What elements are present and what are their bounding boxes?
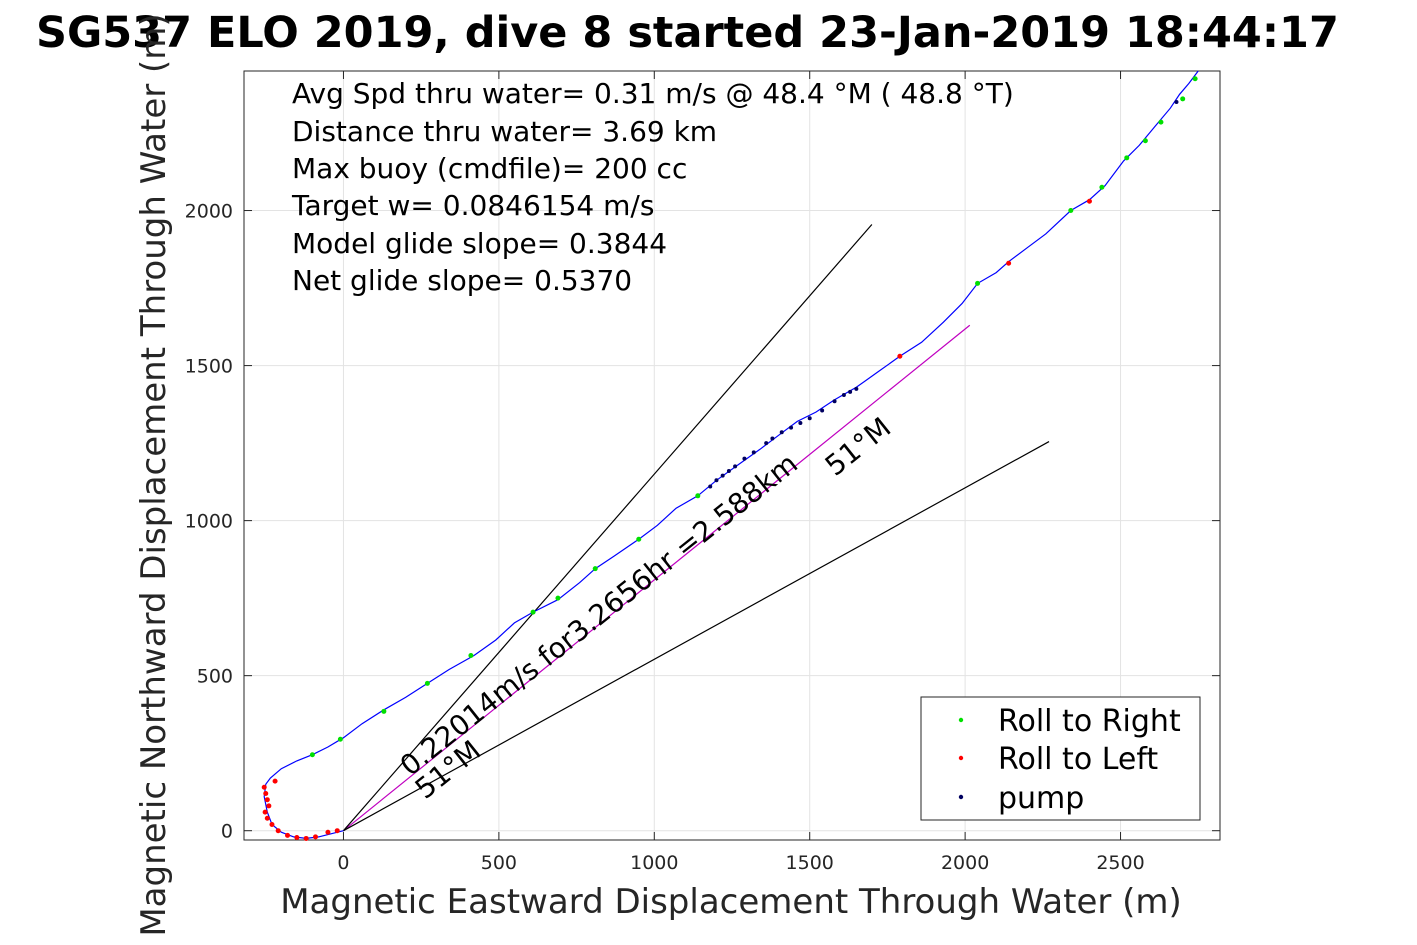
marker-left: [312, 834, 318, 840]
marker-left: [294, 835, 300, 841]
marker-right: [1099, 184, 1105, 190]
marker-right: [337, 736, 343, 742]
marker-pump: [764, 441, 769, 446]
y-axis-label: Magnetic Northward Displacement Through …: [134, 13, 174, 936]
plot-frame: [243, 70, 1221, 841]
marker-pump: [720, 473, 725, 478]
reference-lines: [343, 224, 1050, 832]
marker-pump: [841, 393, 846, 398]
marker-right: [1180, 96, 1186, 102]
marker-left: [275, 828, 281, 834]
legend-marker-right: [958, 717, 964, 723]
legend-label-right: Roll to Right: [998, 704, 1181, 739]
marker-right: [975, 280, 981, 286]
stat-distance: Distance thru water= 3.69 km: [292, 115, 717, 148]
marker-pump: [798, 420, 803, 425]
legend-marker-pump: [958, 794, 964, 800]
marker-layer: [261, 76, 1198, 841]
track-layer: [263, 70, 1199, 840]
track-line: [263, 70, 1199, 840]
stat-max-buoy: Max buoy (cmdfile)= 200 cc: [292, 152, 687, 185]
marker-left: [897, 353, 903, 359]
marker-right: [592, 566, 598, 572]
x-tick-label: 0: [337, 852, 349, 874]
y-tick-label: 0: [221, 821, 233, 843]
marker-left: [285, 832, 291, 838]
marker-left: [272, 778, 278, 784]
line-heading: [343, 324, 971, 832]
y-tick-label: 1500: [185, 356, 233, 378]
marker-right: [381, 708, 387, 714]
marker-right: [1068, 208, 1074, 214]
marker-pump: [742, 456, 747, 461]
marker-left: [262, 809, 268, 815]
legend-label-pump: pump: [998, 781, 1084, 816]
axis-ticks: 0 500 1000 1500 2000 2500 0 500 1000 1500 2000: [185, 71, 1220, 874]
marker-pump: [714, 478, 719, 483]
marker-pump: [779, 430, 784, 435]
marker-left: [325, 829, 331, 835]
marker-pump: [708, 484, 713, 489]
legend-marker-left: [958, 755, 964, 761]
marker-pump: [751, 450, 756, 455]
marker-left: [303, 835, 309, 841]
marker-right: [1192, 76, 1198, 82]
x-tick-label: 1000: [630, 852, 678, 874]
heading-annotation: 51°M: [819, 411, 897, 483]
x-tick-label: 2500: [1096, 852, 1144, 874]
stat-net-glide: Net glide slope= 0.5370: [292, 264, 632, 297]
marker-pump: [807, 416, 812, 421]
marker-left: [264, 815, 270, 821]
marker-pump: [770, 436, 775, 441]
marker-left: [269, 821, 275, 827]
marker-left: [334, 828, 340, 834]
marker-pump: [832, 399, 837, 404]
x-tick-label: 500: [481, 852, 517, 874]
marker-pump: [820, 408, 825, 413]
y-tick-label: 1000: [185, 511, 233, 533]
marker-right: [1158, 119, 1164, 125]
y-tick-label: 500: [197, 666, 233, 688]
x-tick-label: 2000: [941, 852, 989, 874]
x-axis-label: Magnetic Eastward Displacement Through W…: [280, 882, 1182, 922]
marker-right: [1142, 138, 1148, 144]
marker-right: [1124, 155, 1130, 161]
x-tick-label: 1500: [786, 852, 834, 874]
marker-right: [424, 680, 430, 686]
marker-right: [695, 493, 701, 499]
marker-right: [309, 752, 315, 758]
marker-pump: [1174, 100, 1179, 105]
marker-pump: [848, 389, 853, 394]
marker-left: [263, 790, 269, 796]
line-fan-upper: [343, 224, 873, 832]
line-fan-lower: [343, 441, 1050, 832]
stat-target-w: Target w= 0.0846154 m/s: [291, 189, 654, 222]
marker-right: [530, 609, 536, 615]
marker-right: [636, 536, 642, 542]
y-tick-label: 2000: [185, 201, 233, 223]
marker-pump: [733, 464, 738, 469]
marker-left: [1086, 198, 1092, 204]
chart-title: SG537 ELO 2019, dive 8 started 23-Jan-20…: [36, 8, 1339, 58]
marker-right: [468, 653, 474, 659]
marker-pump: [789, 425, 794, 430]
marker-pump: [854, 386, 859, 391]
marker-right: [555, 595, 561, 601]
marker-left: [261, 784, 267, 790]
marker-left: [264, 797, 270, 803]
marker-left: [1006, 260, 1012, 266]
stats-block: Avg Spd thru water= 0.31 m/s @ 48.4 °M (…: [291, 77, 1014, 297]
stat-model-glide: Model glide slope= 0.3844: [292, 227, 667, 260]
grid-lines: [244, 71, 1220, 840]
legend-box: [920, 696, 1201, 821]
track-annotation: 0.22014m/s for3.2656hr =2.588km: [394, 447, 804, 783]
marker-left: [266, 803, 272, 809]
marker-pump: [726, 469, 731, 474]
legend-label-left: Roll to Left: [998, 742, 1158, 777]
legend: Roll to Right Roll to Left pump: [920, 696, 1201, 821]
stat-avg-speed: Avg Spd thru water= 0.31 m/s @ 48.4 °M (…: [292, 77, 1014, 110]
